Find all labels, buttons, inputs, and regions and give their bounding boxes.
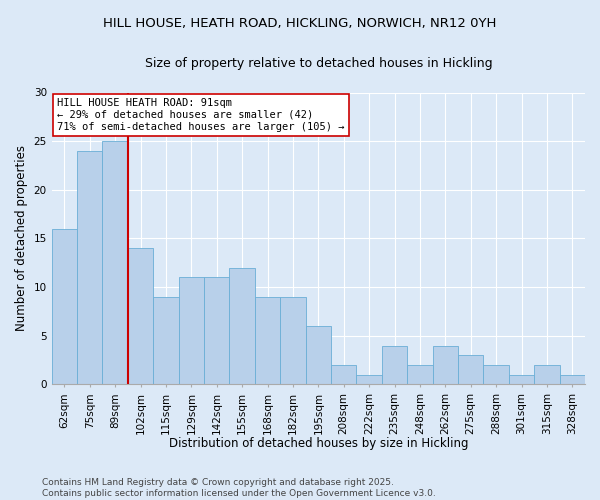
Bar [153, 297, 179, 384]
Title: Size of property relative to detached houses in Hickling: Size of property relative to detached ho… [145, 58, 492, 70]
Bar [407, 365, 433, 384]
Bar [77, 151, 103, 384]
Bar [458, 356, 484, 384]
Bar [229, 268, 255, 384]
Bar [509, 374, 534, 384]
Bar [52, 228, 77, 384]
Bar [204, 278, 229, 384]
Bar [560, 374, 585, 384]
Bar [179, 278, 204, 384]
Bar [433, 346, 458, 385]
Text: HILL HOUSE, HEATH ROAD, HICKLING, NORWICH, NR12 0YH: HILL HOUSE, HEATH ROAD, HICKLING, NORWIC… [103, 18, 497, 30]
Bar [356, 374, 382, 384]
Bar [128, 248, 153, 384]
Bar [280, 297, 305, 384]
Bar [484, 365, 509, 384]
Text: HILL HOUSE HEATH ROAD: 91sqm
← 29% of detached houses are smaller (42)
71% of se: HILL HOUSE HEATH ROAD: 91sqm ← 29% of de… [57, 98, 344, 132]
Bar [331, 365, 356, 384]
X-axis label: Distribution of detached houses by size in Hickling: Distribution of detached houses by size … [169, 437, 468, 450]
Bar [103, 141, 128, 384]
Bar [305, 326, 331, 384]
Bar [534, 365, 560, 384]
Bar [255, 297, 280, 384]
Y-axis label: Number of detached properties: Number of detached properties [15, 146, 28, 332]
Text: Contains HM Land Registry data © Crown copyright and database right 2025.
Contai: Contains HM Land Registry data © Crown c… [42, 478, 436, 498]
Bar [382, 346, 407, 385]
